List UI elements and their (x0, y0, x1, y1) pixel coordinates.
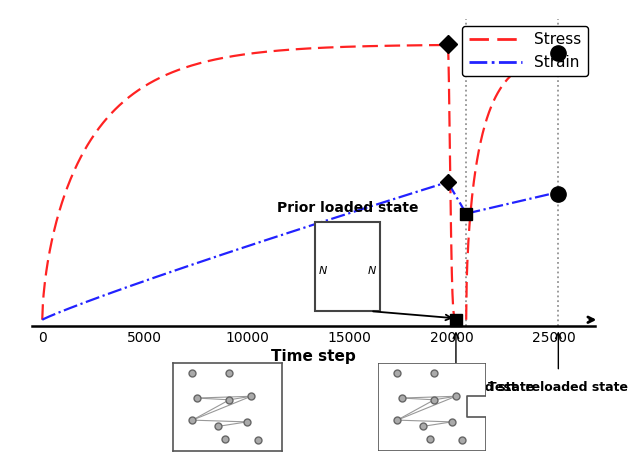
Text: N: N (368, 266, 376, 276)
Text: Test  reloaded state: Test reloaded state (488, 381, 628, 394)
Bar (315, 222, 380, 311)
Text: Prior loaded state: Prior loaded state (276, 201, 418, 215)
Text: "Prior" unloaded state: "Prior" unloaded state (378, 381, 534, 394)
Legend: Stress, Strain: Stress, Strain (462, 26, 588, 76)
Text: N: N (319, 266, 327, 276)
X-axis label: Time step: Time step (271, 349, 356, 364)
